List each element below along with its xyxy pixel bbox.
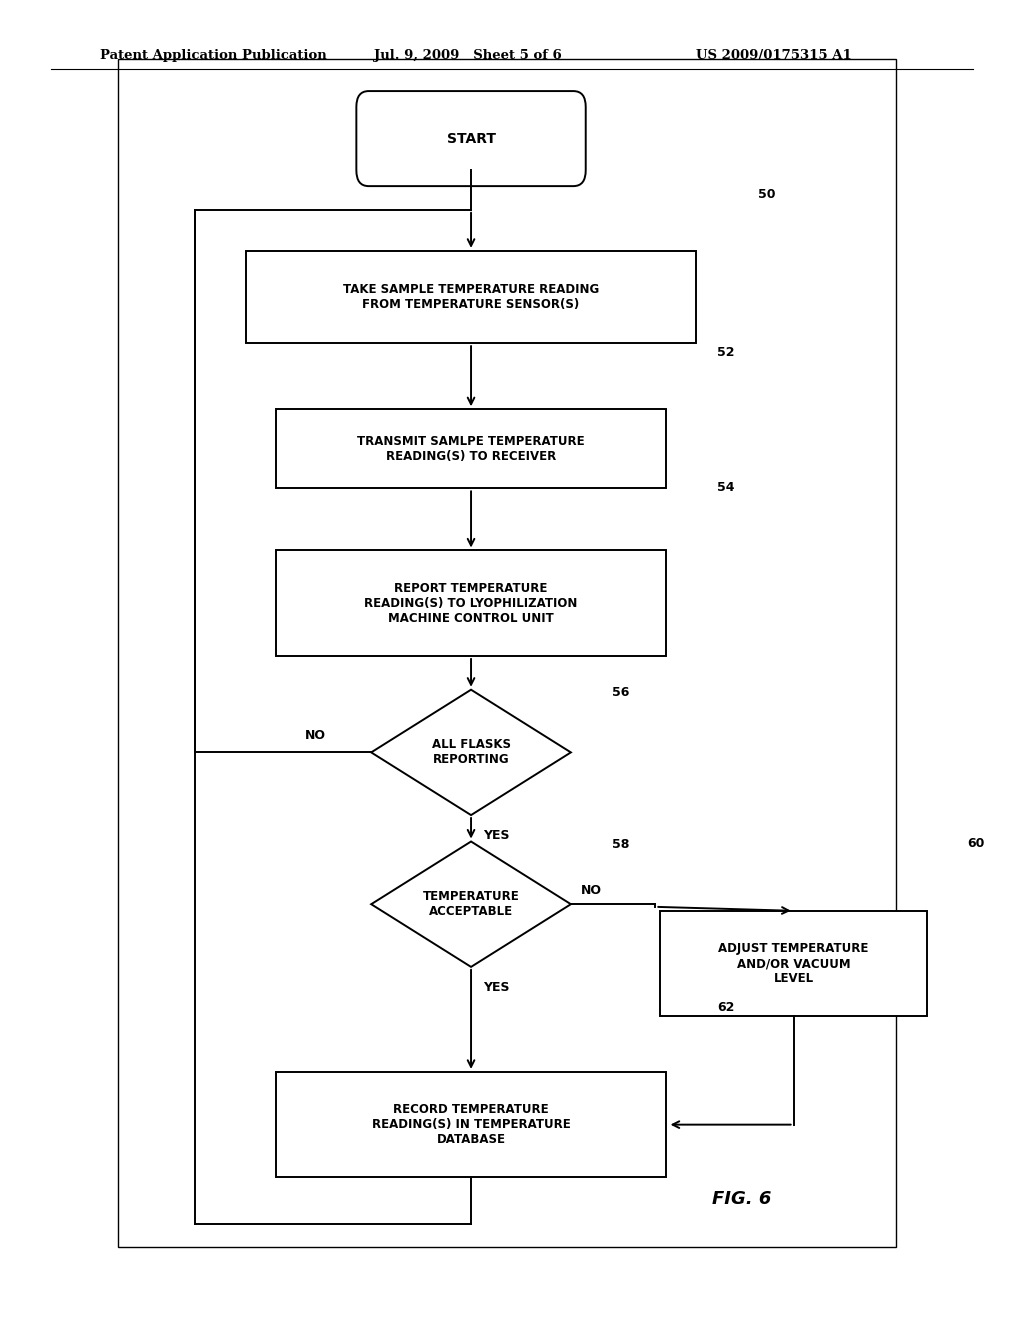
- Bar: [660, 911, 927, 1016]
- Bar: [276, 409, 666, 488]
- Text: RECORD TEMPERATURE
READING(S) IN TEMPERATURE
DATABASE: RECORD TEMPERATURE READING(S) IN TEMPERA…: [372, 1104, 570, 1146]
- Text: NO: NO: [582, 883, 602, 896]
- Text: START: START: [446, 132, 496, 145]
- Text: TAKE SAMPLE TEMPERATURE READING
FROM TEMPERATURE SENSOR(S): TAKE SAMPLE TEMPERATURE READING FROM TEM…: [343, 282, 599, 312]
- Text: FIG. 6: FIG. 6: [712, 1189, 771, 1208]
- Text: NO: NO: [305, 729, 326, 742]
- Text: ADJUST TEMPERATURE
AND/OR VACUUM
LEVEL: ADJUST TEMPERATURE AND/OR VACUUM LEVEL: [719, 942, 868, 985]
- Text: Patent Application Publication: Patent Application Publication: [100, 49, 327, 62]
- Text: 52: 52: [717, 346, 734, 359]
- Text: TEMPERATURE
ACCEPTABLE: TEMPERATURE ACCEPTABLE: [423, 890, 519, 919]
- Text: YES: YES: [483, 829, 510, 842]
- Bar: [118, 59, 896, 1247]
- Bar: [246, 251, 696, 343]
- Text: YES: YES: [483, 981, 510, 994]
- Text: 62: 62: [717, 1001, 734, 1014]
- Text: 54: 54: [717, 480, 734, 494]
- FancyBboxPatch shape: [356, 91, 586, 186]
- Text: 50: 50: [758, 187, 775, 201]
- Text: TRANSMIT SAMLPE TEMPERATURE
READING(S) TO RECEIVER: TRANSMIT SAMLPE TEMPERATURE READING(S) T…: [357, 434, 585, 463]
- Text: 60: 60: [968, 837, 985, 850]
- Text: 58: 58: [612, 838, 629, 851]
- Text: ALL FLASKS
REPORTING: ALL FLASKS REPORTING: [431, 738, 511, 767]
- Text: US 2009/0175315 A1: US 2009/0175315 A1: [696, 49, 852, 62]
- Polygon shape: [372, 842, 571, 966]
- Bar: [276, 1072, 666, 1177]
- Text: 56: 56: [612, 686, 629, 700]
- Text: REPORT TEMPERATURE
READING(S) TO LYOPHILIZATION
MACHINE CONTROL UNIT: REPORT TEMPERATURE READING(S) TO LYOPHIL…: [365, 582, 578, 624]
- Polygon shape: [372, 689, 571, 814]
- Bar: [276, 550, 666, 656]
- Text: Jul. 9, 2009   Sheet 5 of 6: Jul. 9, 2009 Sheet 5 of 6: [374, 49, 561, 62]
